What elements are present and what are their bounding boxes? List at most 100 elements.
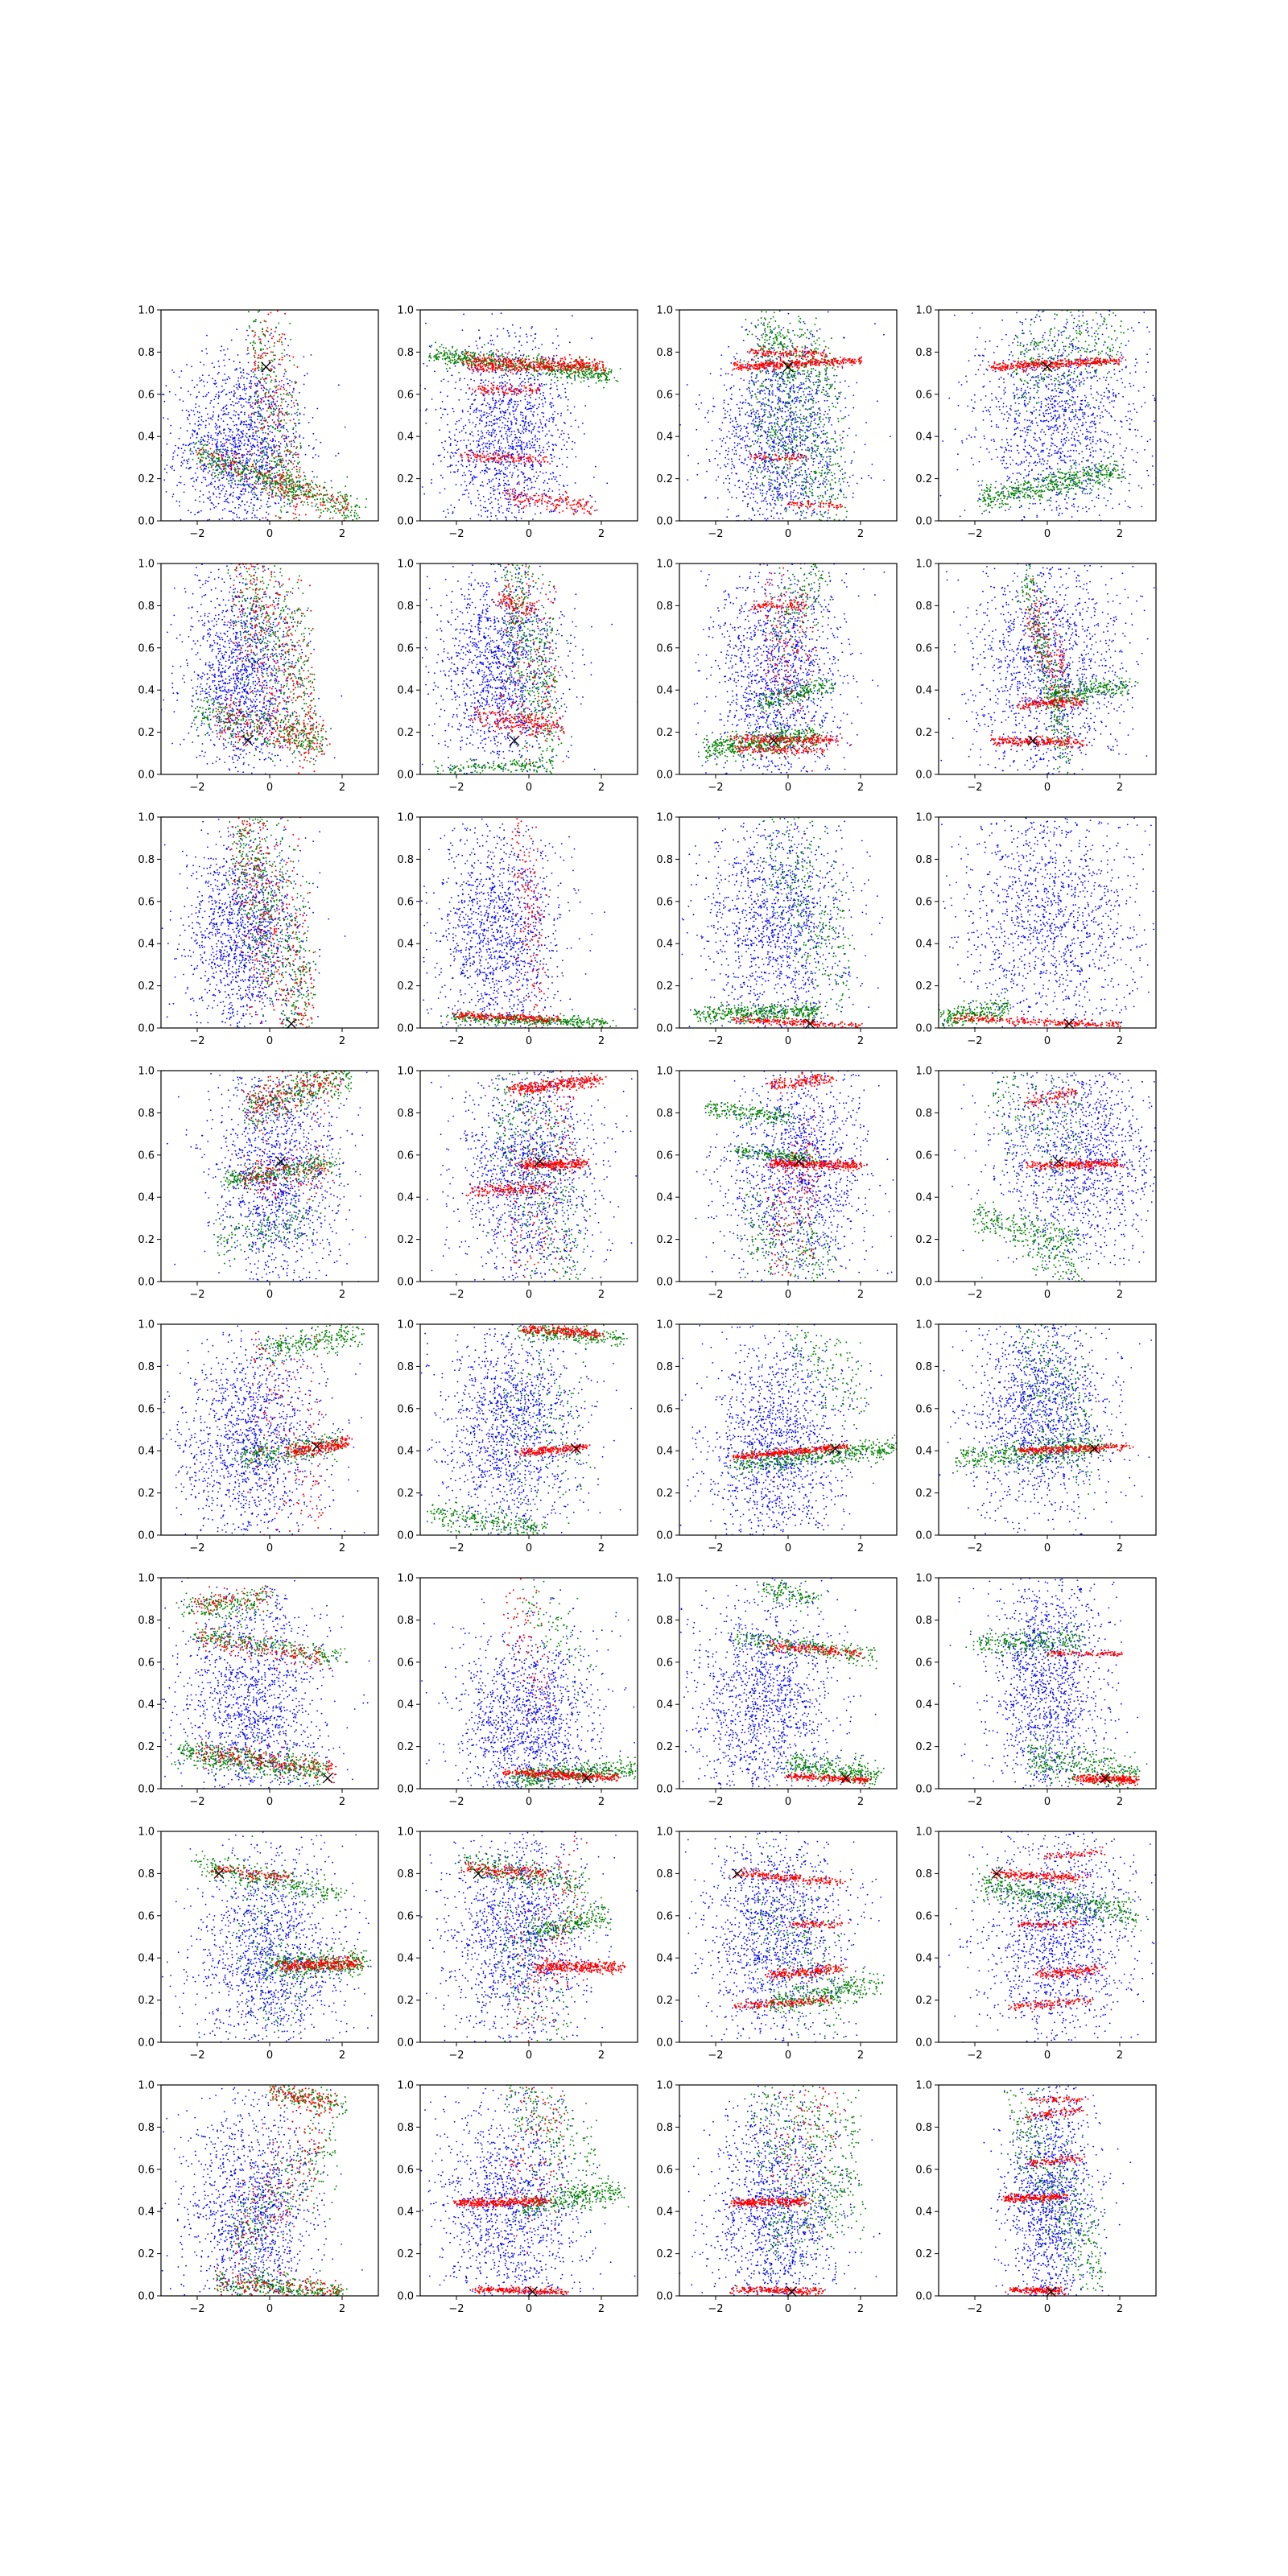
point-red bbox=[255, 483, 257, 485]
point-blue bbox=[244, 443, 246, 444]
point-blue bbox=[259, 508, 261, 510]
point-blue bbox=[490, 421, 492, 423]
point-green bbox=[493, 360, 494, 361]
point-blue bbox=[518, 510, 520, 511]
point-blue bbox=[316, 408, 318, 410]
point-red bbox=[323, 487, 324, 489]
point-blue bbox=[261, 385, 262, 386]
point-red bbox=[493, 358, 495, 360]
point-blue bbox=[213, 464, 214, 466]
point-green bbox=[224, 449, 225, 451]
point-blue bbox=[489, 443, 491, 444]
point-blue bbox=[274, 473, 275, 474]
point-blue bbox=[488, 342, 489, 344]
point-blue bbox=[483, 382, 485, 383]
point-green bbox=[490, 350, 492, 352]
point-blue bbox=[514, 464, 515, 466]
point-green bbox=[246, 467, 248, 469]
point-red bbox=[553, 358, 555, 360]
point-green bbox=[288, 481, 290, 482]
point-red bbox=[481, 357, 483, 359]
point-red bbox=[508, 365, 510, 367]
point-blue bbox=[226, 442, 228, 444]
point-blue bbox=[278, 454, 279, 456]
point-blue bbox=[514, 358, 516, 360]
point-green bbox=[243, 467, 245, 469]
point-green bbox=[357, 505, 358, 506]
point-blue bbox=[502, 461, 503, 463]
point-blue bbox=[192, 485, 194, 487]
point-red bbox=[479, 358, 481, 360]
point-red bbox=[275, 456, 277, 458]
point-red bbox=[264, 481, 266, 482]
point-red bbox=[480, 365, 481, 366]
point-green bbox=[448, 361, 449, 362]
point-red bbox=[558, 367, 559, 369]
point-green bbox=[492, 353, 493, 354]
point-blue bbox=[215, 432, 217, 434]
point-green bbox=[429, 353, 431, 355]
point-blue bbox=[233, 438, 235, 440]
point-blue bbox=[245, 463, 246, 464]
point-green bbox=[548, 374, 550, 376]
point-green bbox=[278, 405, 279, 407]
point-blue bbox=[251, 455, 253, 456]
point-blue bbox=[163, 401, 165, 402]
point-red bbox=[265, 378, 266, 380]
point-green bbox=[275, 465, 277, 467]
point-blue bbox=[201, 482, 203, 484]
point-blue bbox=[484, 437, 485, 439]
point-blue bbox=[212, 362, 213, 364]
point-blue bbox=[255, 385, 257, 386]
point-blue bbox=[231, 452, 233, 454]
point-green bbox=[295, 483, 296, 485]
point-blue bbox=[453, 411, 455, 413]
point-red bbox=[323, 495, 324, 497]
point-blue bbox=[528, 424, 530, 426]
point-blue bbox=[504, 381, 506, 382]
point-green bbox=[280, 493, 282, 495]
point-blue bbox=[248, 485, 250, 487]
point-blue bbox=[539, 464, 541, 465]
point-red bbox=[518, 360, 520, 361]
point-blue bbox=[506, 508, 508, 510]
point-blue bbox=[541, 399, 543, 401]
point-blue bbox=[494, 436, 496, 438]
point-green bbox=[237, 469, 239, 470]
point-green bbox=[299, 414, 301, 415]
point-blue bbox=[242, 494, 243, 496]
point-blue bbox=[528, 422, 530, 423]
point-red bbox=[463, 361, 464, 362]
point-red bbox=[200, 459, 201, 460]
point-blue bbox=[487, 483, 489, 485]
point-blue bbox=[243, 424, 245, 426]
point-green bbox=[240, 476, 242, 477]
point-blue bbox=[238, 507, 240, 509]
point-green bbox=[271, 460, 273, 462]
point-blue bbox=[219, 451, 221, 452]
point-blue bbox=[456, 449, 458, 451]
point-blue bbox=[535, 423, 537, 424]
point-blue bbox=[474, 467, 476, 469]
point-blue bbox=[238, 385, 240, 386]
point-blue bbox=[210, 418, 212, 419]
point-blue bbox=[509, 436, 510, 437]
point-red bbox=[287, 491, 288, 493]
point-green bbox=[456, 361, 458, 363]
point-green bbox=[338, 502, 340, 503]
point-red bbox=[307, 484, 308, 485]
point-green bbox=[283, 506, 285, 507]
point-blue bbox=[205, 427, 207, 428]
point-blue bbox=[508, 484, 510, 485]
point-blue bbox=[275, 503, 277, 505]
point-blue bbox=[473, 422, 474, 423]
point-blue bbox=[254, 439, 256, 440]
point-green bbox=[269, 477, 270, 478]
point-red bbox=[299, 476, 301, 477]
point-green bbox=[455, 354, 456, 356]
point-red bbox=[539, 369, 541, 370]
point-blue bbox=[501, 312, 502, 314]
point-blue bbox=[539, 431, 540, 433]
point-blue bbox=[190, 453, 192, 455]
point-red bbox=[483, 394, 485, 395]
